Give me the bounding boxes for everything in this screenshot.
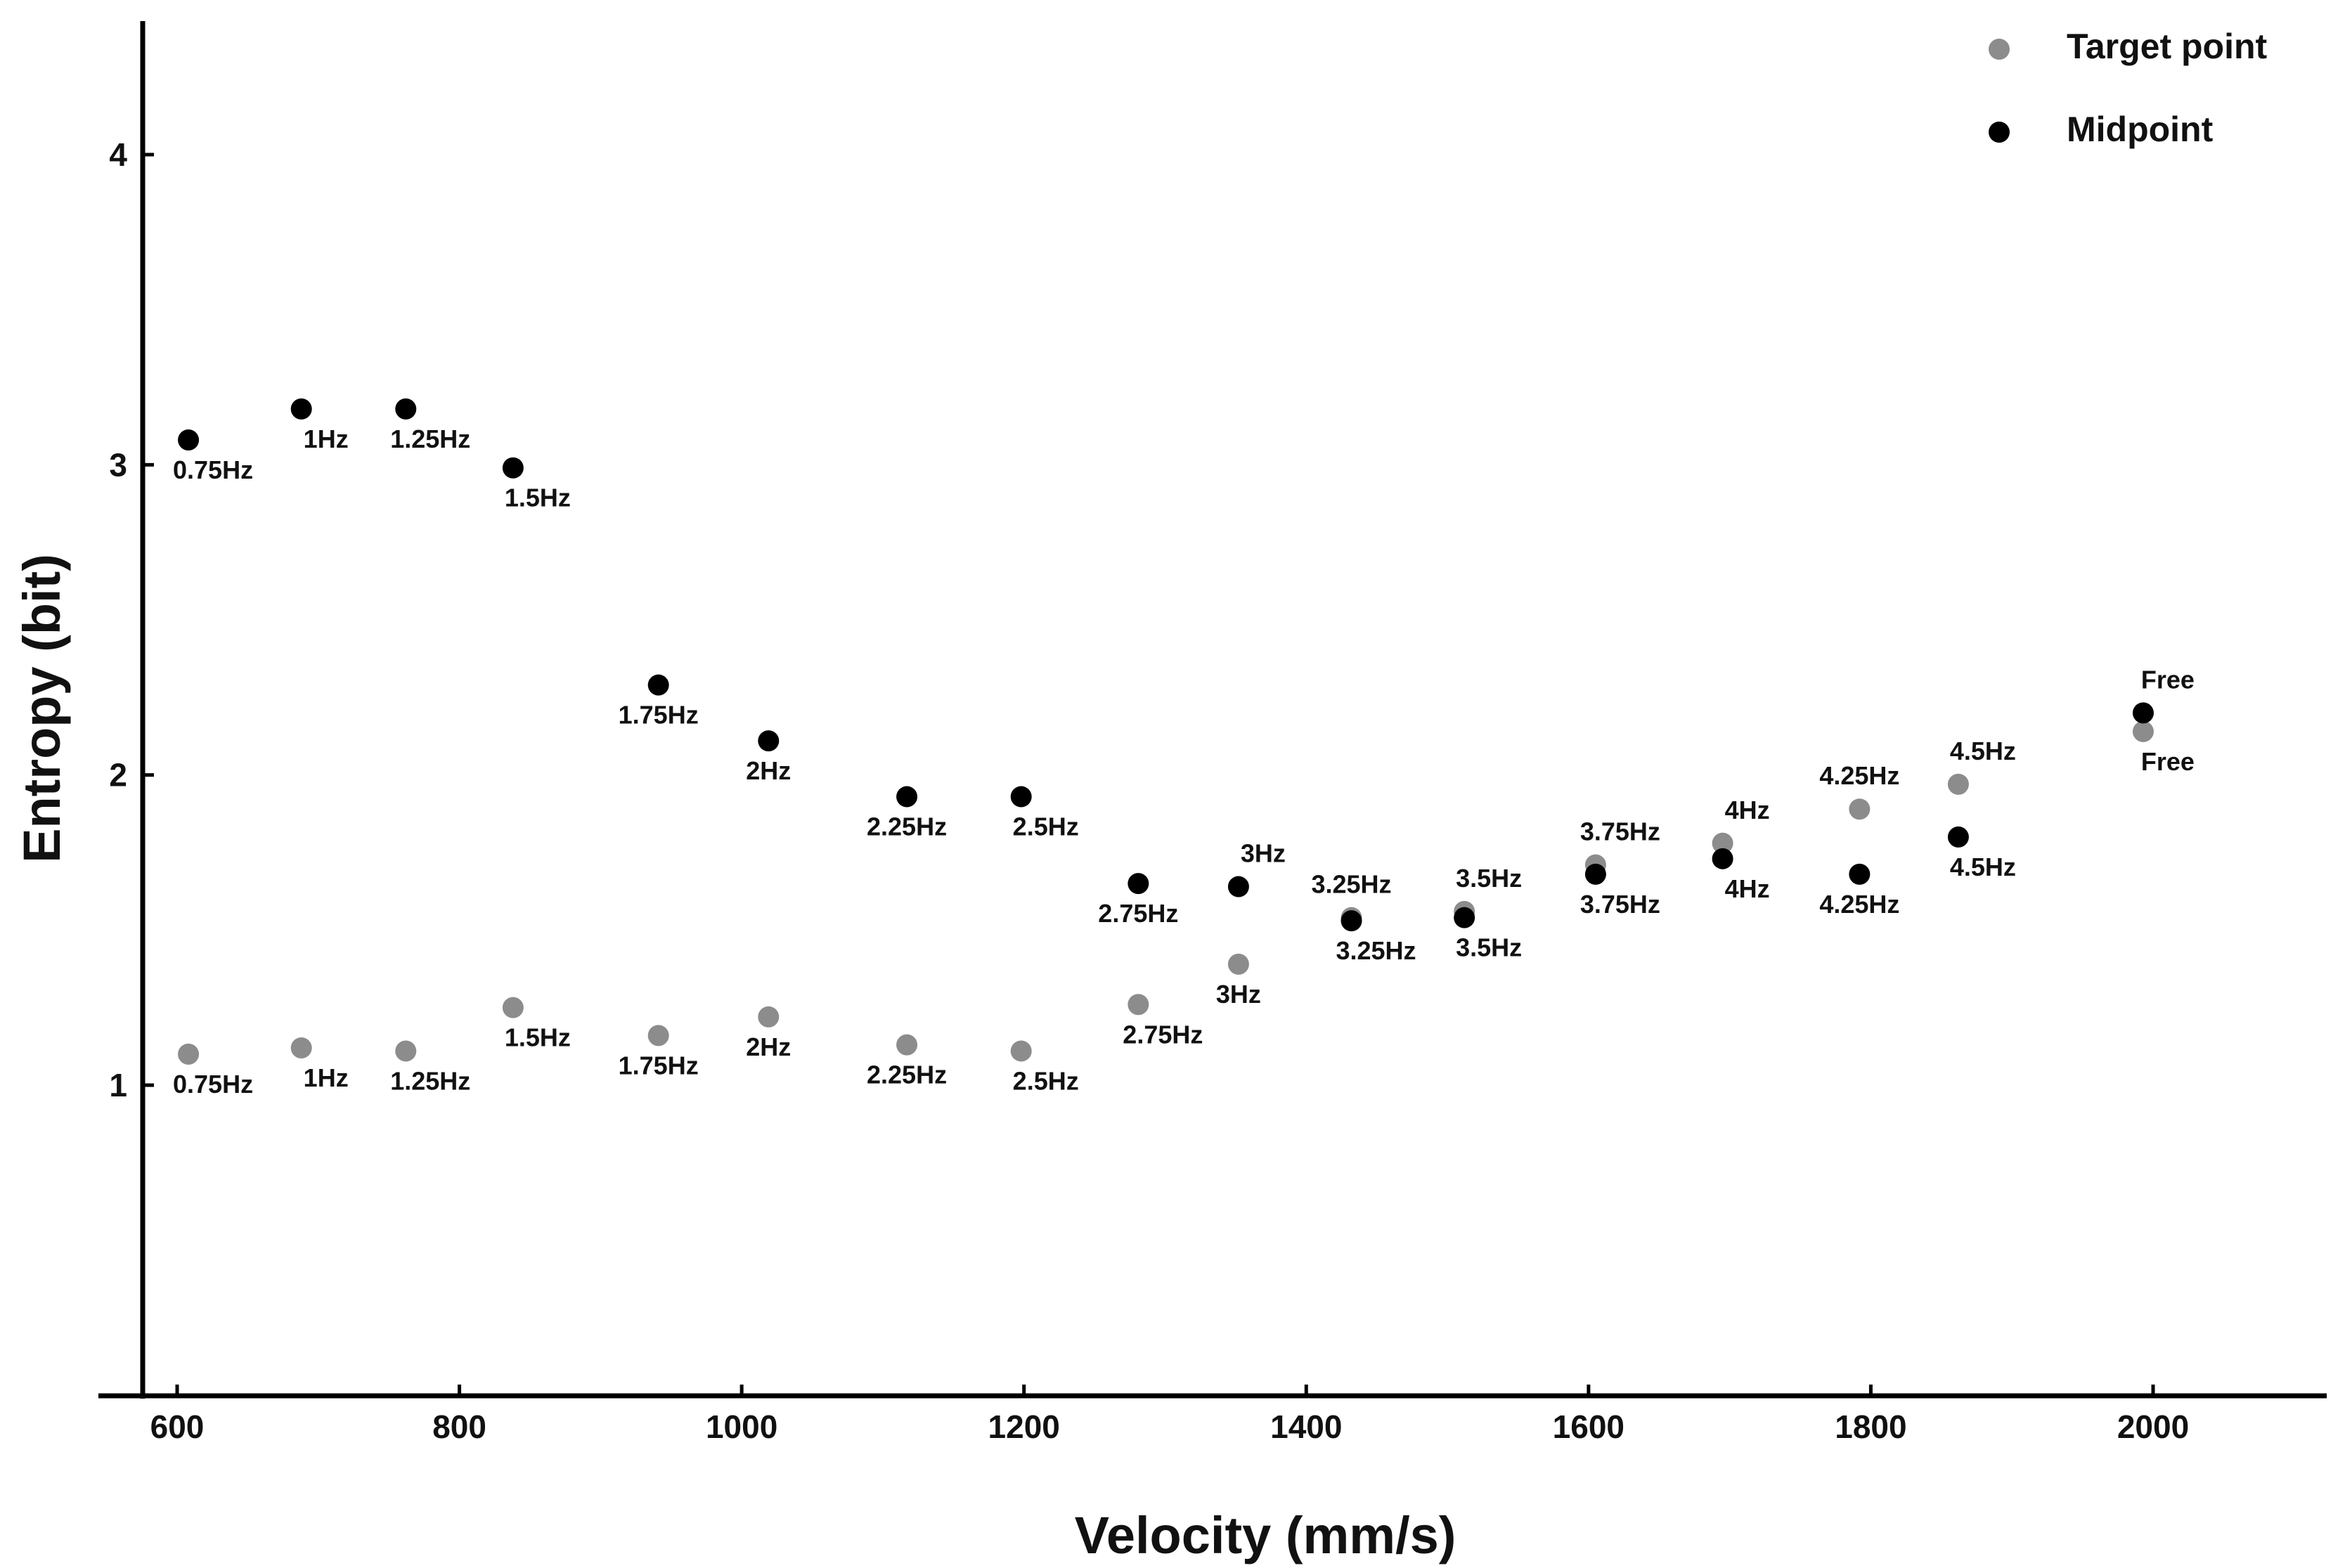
- midpoint-point-label: 1Hz: [304, 425, 349, 453]
- target-point-point: [1947, 773, 1969, 795]
- legend-marker-midpoint: [1989, 122, 2010, 143]
- midpoint-point-label: 1.75Hz: [619, 701, 699, 730]
- midpoint-point-label: 1.5Hz: [505, 484, 571, 512]
- x-tick-label: 1000: [706, 1408, 777, 1445]
- target-point-point-label: 4.25Hz: [1819, 761, 1899, 790]
- midpoint-point-label: 3.75Hz: [1580, 890, 1660, 919]
- target-point-point: [647, 1025, 669, 1047]
- y-tick-label: 3: [109, 446, 127, 483]
- target-point-point: [2132, 720, 2154, 742]
- target-point-point: [758, 1006, 780, 1028]
- target-point-point: [1128, 994, 1149, 1016]
- target-point-point: [178, 1043, 200, 1065]
- midpoint-point-label: 2.25Hz: [867, 812, 947, 841]
- midpoint-point: [2132, 702, 2154, 724]
- x-axis-title: Velocity (mm/s): [1075, 1506, 1456, 1564]
- target-point-point-label: 3.75Hz: [1580, 817, 1660, 846]
- target-point-point-label: 1.75Hz: [619, 1051, 699, 1080]
- midpoint-point-label: 2.75Hz: [1098, 899, 1178, 928]
- target-point-point-label: 1.5Hz: [505, 1023, 571, 1052]
- legend-label-target-point: Target point: [2067, 27, 2268, 66]
- midpoint-point: [178, 429, 200, 451]
- target-point-point-label: 4Hz: [1725, 796, 1770, 824]
- target-point-point: [896, 1034, 918, 1056]
- target-point-point-label: 2.75Hz: [1123, 1020, 1203, 1049]
- y-tick-label: 4: [109, 136, 127, 173]
- target-point-point-label: 3.5Hz: [1456, 864, 1522, 893]
- target-point-point-label: 1.25Hz: [390, 1066, 470, 1095]
- midpoint-point-label: 3Hz: [1241, 839, 1286, 868]
- midpoint-point: [1849, 863, 1871, 885]
- midpoint-point: [1341, 910, 1362, 932]
- data-points: [178, 398, 2154, 1065]
- midpoint-point-label: Free: [2141, 665, 2195, 694]
- midpoint-point-label: 0.75Hz: [173, 455, 253, 484]
- target-point-point-label: 0.75Hz: [173, 1070, 253, 1099]
- x-tick-label: 2000: [2117, 1408, 2189, 1445]
- target-point-point-label: 1Hz: [304, 1063, 349, 1092]
- target-point-point-label: 2.25Hz: [867, 1061, 947, 1089]
- target-point-point: [1227, 953, 1249, 975]
- x-tick-label: 1600: [1553, 1408, 1624, 1445]
- midpoint-point: [1584, 863, 1606, 885]
- target-point-point: [395, 1040, 417, 1062]
- x-tick-label: 1400: [1270, 1408, 1342, 1445]
- legend: Target point Midpoint: [1989, 27, 2268, 149]
- x-axis-ticks: 600 800 1000 1200 1400 1600 1800 2000: [150, 1385, 2189, 1445]
- midpoint-point-label: 2Hz: [746, 756, 791, 785]
- target-point-point: [1010, 1040, 1032, 1062]
- midpoint-point-label: 4Hz: [1725, 874, 1770, 903]
- midpoint-point: [1454, 907, 1475, 928]
- midpoint-point-label: 2.5Hz: [1013, 812, 1079, 841]
- midpoint-point: [290, 398, 312, 420]
- y-axis-ticks: 1 2 3 4: [109, 136, 154, 1103]
- x-tick-label: 800: [432, 1408, 486, 1445]
- legend-label-midpoint: Midpoint: [2067, 110, 2214, 149]
- midpoint-point: [1227, 876, 1249, 898]
- target-point-point-label: 3.25Hz: [1311, 870, 1391, 899]
- midpoint-point: [502, 457, 524, 479]
- midpoint-point: [1712, 848, 1733, 869]
- midpoint-point-label: 4.5Hz: [1950, 853, 2016, 881]
- midpoint-point: [758, 730, 780, 752]
- axes: [98, 21, 2327, 1399]
- midpoint-point-label: 3.5Hz: [1456, 933, 1522, 962]
- target-point-point-label: 3Hz: [1216, 980, 1261, 1009]
- midpoint-point: [1947, 826, 1969, 848]
- midpoint-point-label: 4.25Hz: [1819, 890, 1899, 919]
- midpoint-point: [1128, 873, 1149, 895]
- target-point-point: [1849, 798, 1871, 820]
- target-point-point: [502, 997, 524, 1018]
- target-point-point-label: 2.5Hz: [1013, 1066, 1079, 1095]
- target-point-point-label: 2Hz: [746, 1032, 791, 1061]
- x-tick-label: 600: [150, 1408, 205, 1445]
- x-tick-label: 1200: [988, 1408, 1060, 1445]
- midpoint-point: [647, 674, 669, 696]
- target-point-point-label: Free: [2141, 747, 2195, 776]
- target-point-point: [1712, 832, 1733, 854]
- target-point-point: [290, 1037, 312, 1059]
- y-axis-title: Entropy (bit): [13, 554, 71, 863]
- x-tick-label: 1800: [1835, 1408, 1906, 1445]
- y-tick-label: 1: [109, 1067, 127, 1103]
- y-tick-label: 2: [109, 757, 127, 793]
- target-point-point-label: 4.5Hz: [1950, 737, 2016, 765]
- midpoint-point: [395, 398, 417, 420]
- midpoint-point-label: 3.25Hz: [1336, 936, 1416, 965]
- midpoint-point: [1010, 786, 1032, 808]
- data-point-labels: 0.75Hz 1Hz 1.25Hz 1.5Hz 1.75Hz 2Hz 2.25Hz 2.5Hz…: [173, 425, 2195, 1099]
- midpoint-point-label: 1.25Hz: [390, 425, 470, 453]
- legend-marker-target-point: [1989, 39, 2010, 60]
- midpoint-point: [896, 786, 918, 808]
